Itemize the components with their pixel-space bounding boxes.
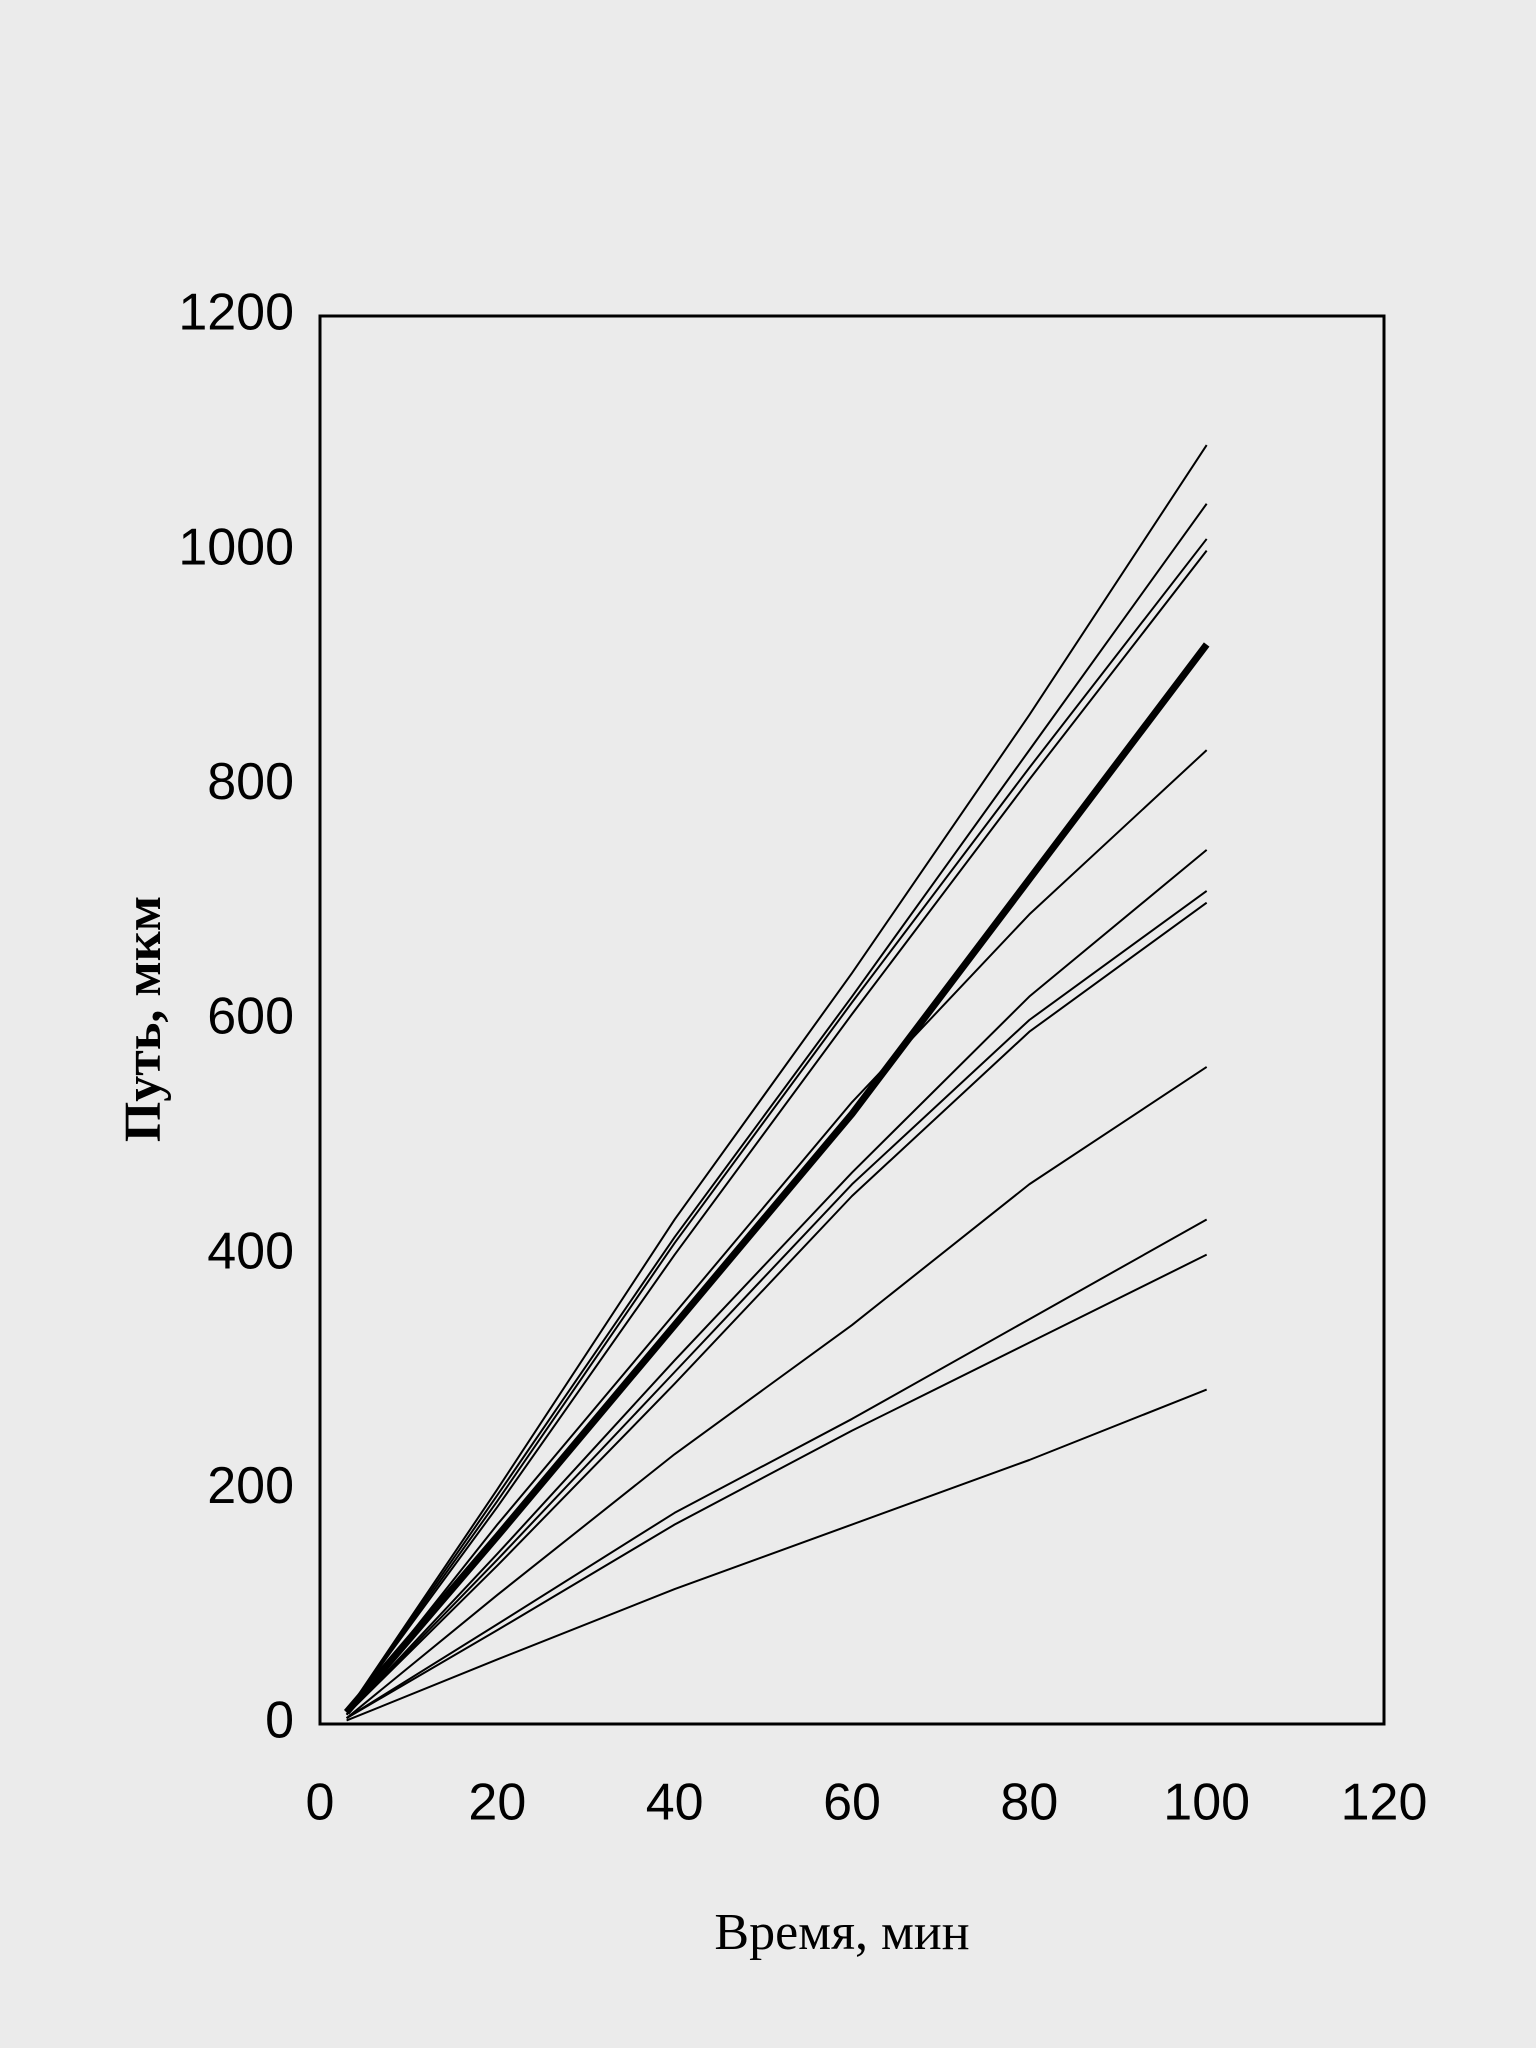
x-tick-label: 60	[823, 1774, 881, 1832]
x-tick-label: 80	[1000, 1774, 1058, 1832]
y-tick-label: 600	[207, 988, 294, 1046]
data-line	[345, 444, 1208, 1713]
data-line	[346, 1218, 1208, 1719]
x-tick-label: 20	[468, 1774, 526, 1832]
y-tick-label: 0	[265, 1692, 294, 1750]
y-tick-label: 400	[207, 1222, 294, 1280]
data-line	[345, 1066, 1208, 1719]
data-line	[345, 890, 1208, 1716]
y-tick-label: 200	[207, 1457, 294, 1515]
data-line	[345, 849, 1208, 1716]
data-line	[343, 642, 1210, 1715]
x-tick-label: 100	[1163, 1774, 1250, 1832]
data-line	[346, 1388, 1208, 1722]
y-axis-label: Путь, мкм	[115, 896, 172, 1142]
data-line	[345, 538, 1208, 1713]
data-line	[345, 503, 1208, 1713]
y-tick-label: 800	[207, 753, 294, 811]
data-line	[345, 550, 1208, 1713]
x-tick-label: 0	[306, 1774, 335, 1832]
data-line	[345, 749, 1208, 1716]
data-line	[346, 1253, 1208, 1719]
x-axis-label: Время, мин	[714, 1904, 969, 1961]
x-tick-label: 120	[1341, 1774, 1428, 1832]
plot-frame	[318, 314, 1386, 1726]
data-line	[345, 901, 1208, 1716]
y-tick-label: 1200	[178, 284, 294, 342]
x-tick-label: 40	[646, 1774, 704, 1832]
y-tick-label: 1000	[178, 518, 294, 576]
